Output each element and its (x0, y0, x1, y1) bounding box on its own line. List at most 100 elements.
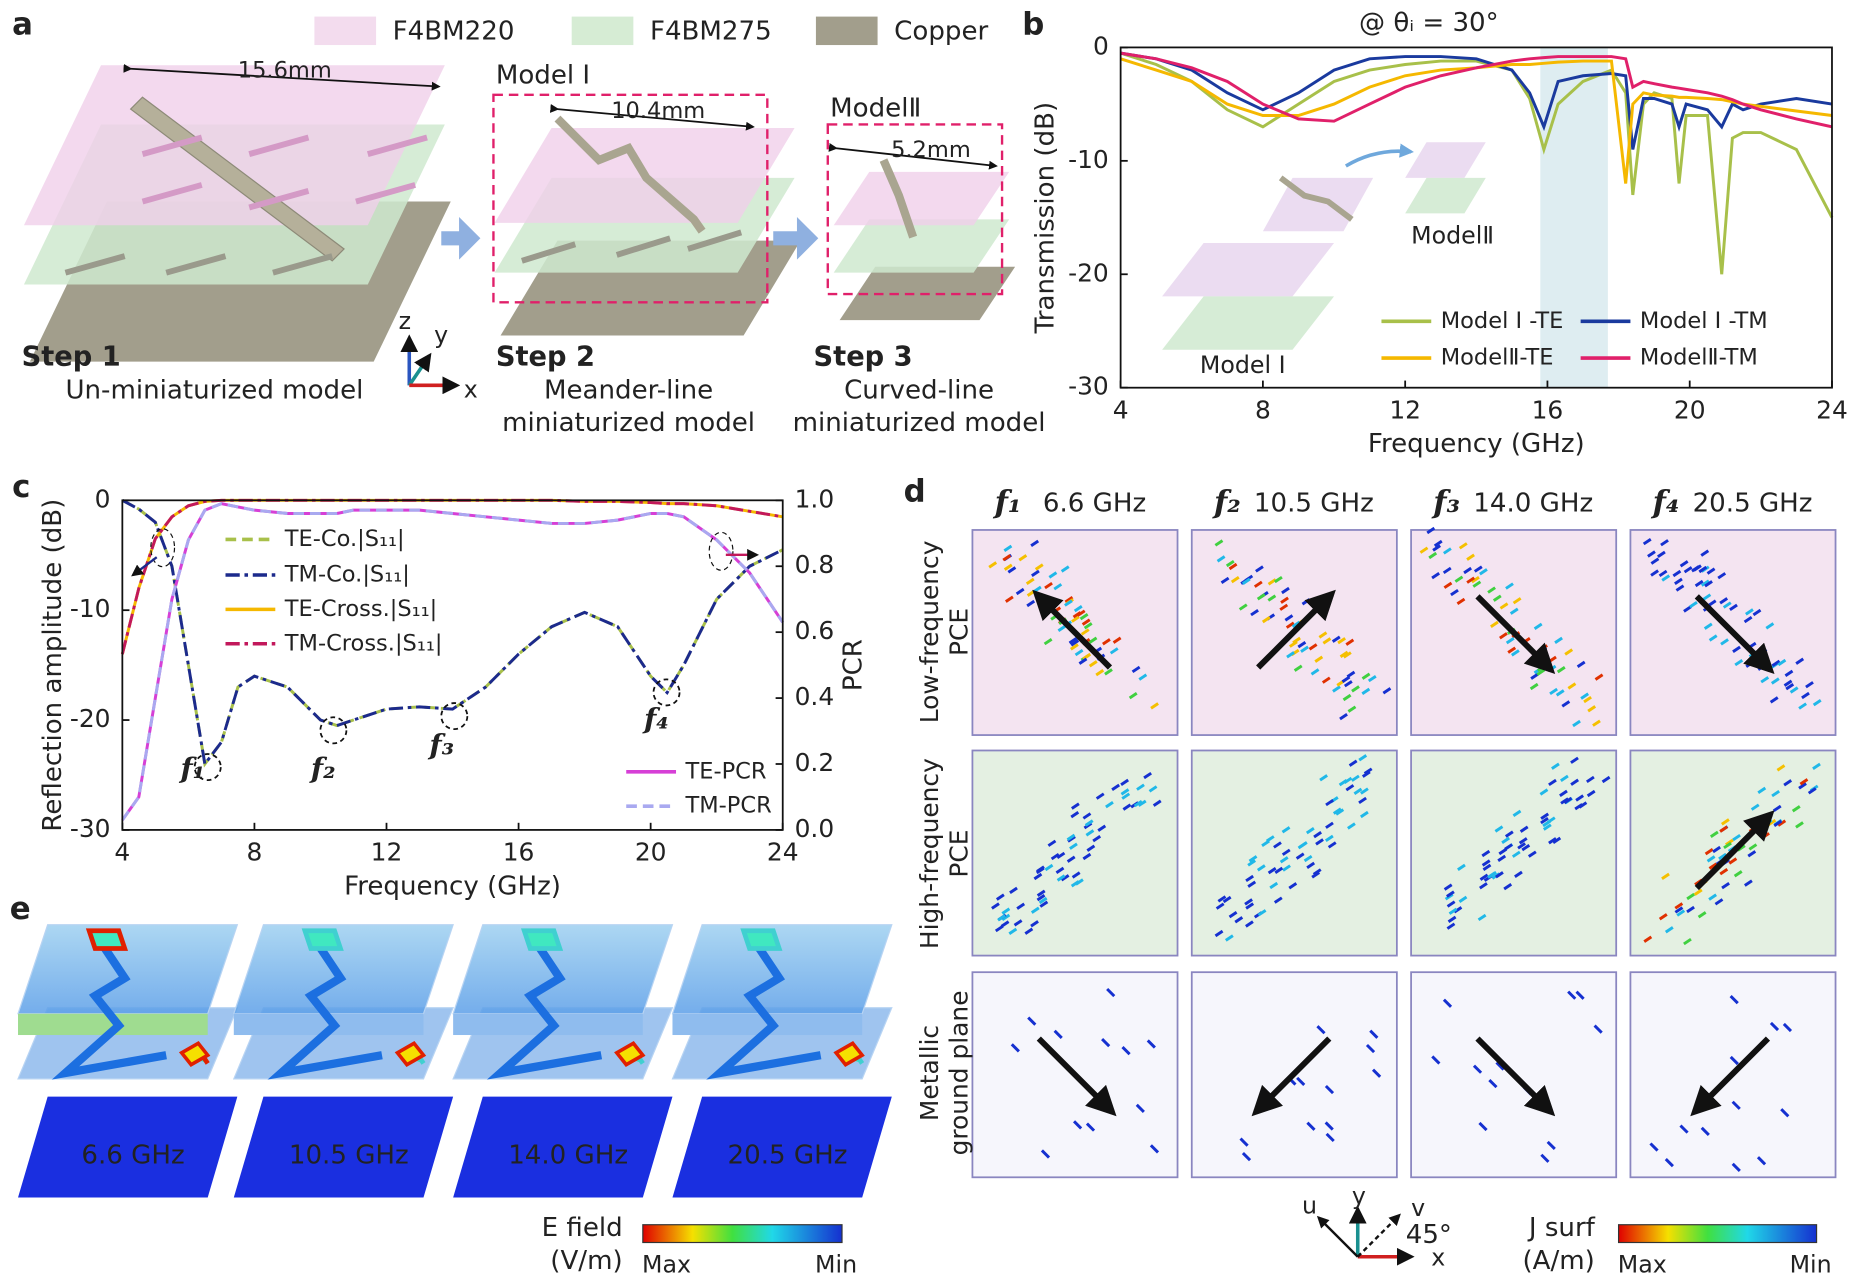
legend-label: TM-Co.|S₁₁| (284, 562, 410, 588)
current-vector (991, 902, 1000, 910)
current-vector (1660, 539, 1669, 547)
current-vector (1082, 652, 1092, 661)
current-vector (1575, 794, 1585, 802)
current-vector (1458, 895, 1468, 903)
y-tick-label: 0 (95, 484, 111, 513)
current-vector (1279, 603, 1289, 611)
current-vector (1490, 620, 1499, 629)
dipole (141, 134, 203, 157)
marker-circle (708, 531, 734, 571)
current-vector (1282, 864, 1291, 872)
current-vector (1120, 778, 1130, 786)
current-vector (1224, 934, 1234, 942)
current-vector (1717, 572, 1727, 580)
current-vector (1121, 1046, 1131, 1056)
current-vector (1267, 866, 1277, 875)
ground-plane (453, 1096, 673, 1198)
current-vector (1592, 719, 1601, 727)
current-vector (1044, 581, 1053, 590)
current-vector (1487, 586, 1496, 594)
axis-name: v (1411, 1194, 1425, 1222)
current-vector (1642, 537, 1652, 546)
colorbar-max: Max (642, 1251, 691, 1279)
current-vector (1492, 594, 1502, 602)
current-vector (1560, 774, 1569, 783)
current-vector (1111, 783, 1121, 791)
current-vector (1092, 835, 1102, 843)
current-vector (1572, 719, 1581, 728)
dipole (366, 134, 428, 157)
current-vector (1472, 580, 1482, 588)
current-vector (1225, 559, 1235, 568)
current-vector (1056, 874, 1066, 882)
current-vector (1563, 796, 1573, 805)
slab-top (452, 924, 674, 1015)
current-vector (1683, 566, 1693, 574)
current-vector (1281, 848, 1291, 856)
current-vector (1339, 713, 1348, 721)
current-vector (1756, 1156, 1767, 1166)
current-vector (1495, 1061, 1505, 1071)
current-vector (1700, 579, 1710, 587)
current-vector (1752, 608, 1762, 617)
substrate-layer (23, 65, 445, 226)
current-vector (1150, 702, 1159, 710)
current-vector (1245, 874, 1254, 883)
current-vector (1505, 637, 1515, 645)
current-vector (1479, 882, 1488, 890)
x-tick-label: 16 (1532, 395, 1564, 424)
y-tick-label: -10 (1068, 145, 1109, 174)
x-tick-label: 20 (635, 838, 667, 867)
current-vector (1257, 909, 1267, 917)
row-label: PCE (945, 830, 974, 878)
current-vector (1769, 696, 1779, 704)
current-vector (1498, 847, 1508, 856)
current-vector (1106, 987, 1116, 998)
current-vector (1433, 539, 1443, 548)
current-vector (1472, 1064, 1483, 1074)
series-line (1120, 51, 1833, 129)
current-vector (1450, 588, 1459, 597)
current-vector (1487, 871, 1496, 879)
current-vector (1261, 616, 1271, 624)
current-vector (1088, 660, 1098, 668)
step-caption: Un-miniaturized model (65, 376, 363, 406)
current-vector (1002, 554, 1012, 562)
axis-name: y (434, 321, 448, 349)
current-vector (1560, 797, 1569, 805)
current-vector (1482, 863, 1492, 871)
y2-tick-label: 1.0 (795, 484, 835, 513)
current-vector (1443, 581, 1453, 589)
current-vector (1347, 822, 1356, 830)
step-caption: Meander-line (544, 376, 713, 406)
current-vector (1765, 622, 1775, 630)
y-tick-label: -20 (70, 704, 111, 733)
current-vector (1066, 833, 1076, 841)
dipole (64, 253, 126, 276)
step-caption: miniaturized model (502, 408, 755, 438)
current-vector (1216, 555, 1226, 563)
angle-label: 45° (1406, 1220, 1452, 1250)
current-vector (1361, 672, 1371, 680)
current-vector (1805, 681, 1814, 689)
current-vector (1084, 819, 1094, 827)
current-vector (1082, 852, 1092, 861)
current-vector (1454, 575, 1464, 583)
y-tick-label: -10 (70, 594, 111, 623)
current-vector (1729, 603, 1738, 612)
current-vector (1495, 871, 1504, 879)
current-vector (1757, 786, 1767, 794)
field-hot (614, 1041, 646, 1067)
current-vector (1327, 841, 1337, 849)
current-vector (1447, 915, 1457, 923)
current-vector (1332, 807, 1342, 815)
current-vector (1291, 620, 1301, 628)
inset-arrow (1344, 143, 1414, 168)
dimension-label: 15.6mm (238, 58, 332, 84)
panel-letter: a (12, 7, 33, 43)
ground-plane (672, 1096, 892, 1198)
current-vector (1234, 916, 1244, 924)
x-tick-label: 4 (1113, 395, 1129, 424)
current-direction (1475, 1036, 1556, 1117)
current-vector (1269, 881, 1279, 890)
